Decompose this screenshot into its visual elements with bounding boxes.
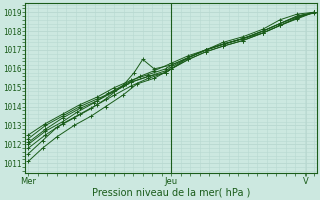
X-axis label: Pression niveau de la mer( hPa ): Pression niveau de la mer( hPa ) (92, 187, 251, 197)
